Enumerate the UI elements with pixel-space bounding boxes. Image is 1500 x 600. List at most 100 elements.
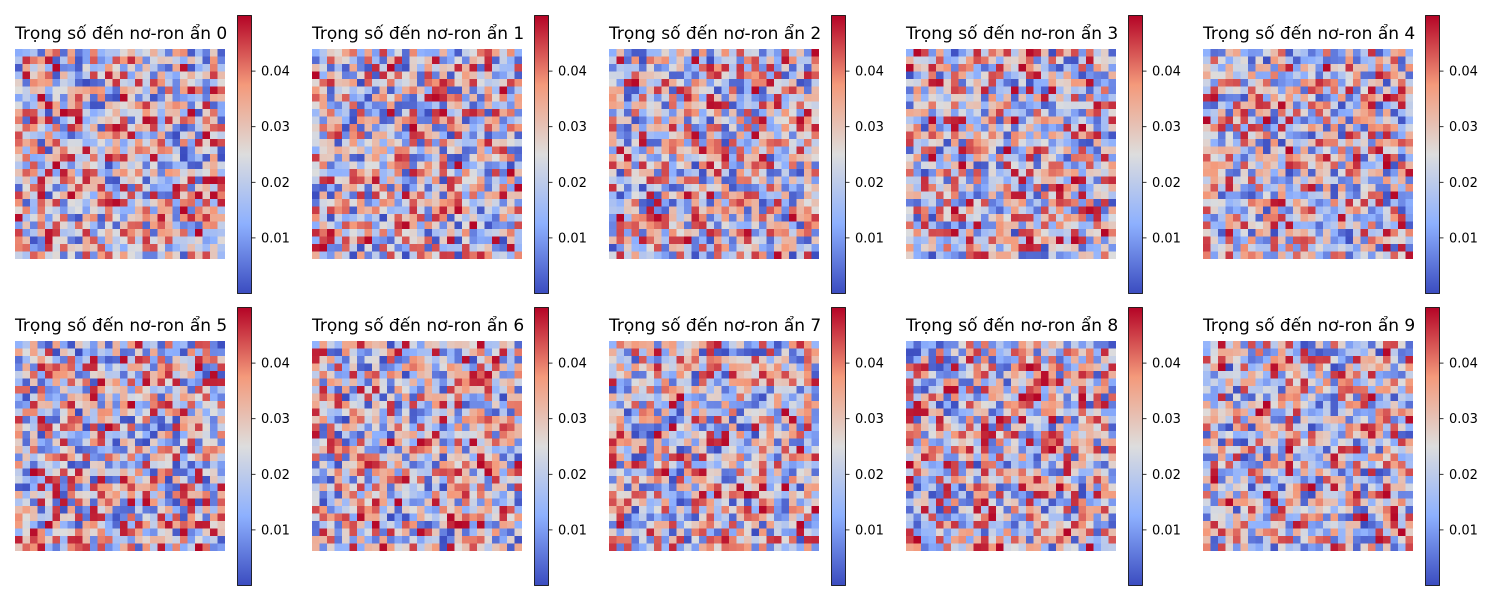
- heatmap-cell: [127, 348, 136, 357]
- heatmap-cell: [699, 191, 707, 200]
- heatmap-cell: [1375, 94, 1384, 102]
- heatmap-cell: [1048, 131, 1057, 140]
- heatmap-cell: [469, 229, 478, 237]
- heatmap-cell: [75, 453, 83, 462]
- heatmap-cell: [1375, 49, 1384, 57]
- heatmap-cell: [913, 109, 922, 117]
- heatmap-cell: [402, 101, 410, 110]
- heatmap-cell: [1071, 206, 1079, 215]
- heatmap-cell: [1293, 124, 1301, 132]
- heatmap-cell: [45, 386, 53, 394]
- heatmap-cell: [1368, 116, 1376, 125]
- heatmap-cell: [364, 341, 373, 349]
- heatmap-cell: [357, 206, 365, 215]
- heatmap-cell: [30, 536, 38, 544]
- heatmap-cell: [342, 56, 350, 65]
- heatmap-cell: [82, 371, 91, 379]
- heatmap-cell: [1308, 86, 1316, 95]
- heatmap-cell: [75, 401, 83, 409]
- heatmap-panel-3: Trọng số đến nơ-ron ẩn 3 0.01 0.02 0.03 0.04: [906, 15, 1203, 307]
- heatmap-cell: [1270, 214, 1279, 222]
- heatmap-cell: [691, 191, 700, 200]
- heatmap-cell: [1248, 71, 1256, 80]
- heatmap-cell: [75, 64, 83, 72]
- heatmap-cell: [654, 184, 662, 192]
- heatmap-cell: [394, 206, 403, 215]
- heatmap-cell: [936, 124, 944, 132]
- heatmap-cell: [1033, 229, 1042, 237]
- heatmap-cell: [684, 116, 692, 125]
- heatmap-cell: [60, 161, 68, 170]
- heatmap-cell: [22, 483, 31, 492]
- heatmap-cell: [646, 131, 655, 140]
- heatmap-cell: [202, 341, 211, 349]
- heatmap-cell: [1086, 184, 1094, 192]
- heatmap-cell: [1218, 214, 1226, 222]
- heatmap-cell: [661, 116, 670, 125]
- heatmap-cell: [45, 161, 53, 170]
- heatmap-cell: [774, 184, 782, 192]
- heatmap-cell: [1345, 64, 1354, 72]
- heatmap-cell: [97, 453, 106, 462]
- heatmap-cell: [1063, 86, 1072, 95]
- heatmap-cell: [646, 161, 655, 170]
- heatmap-cell: [1308, 161, 1316, 170]
- heatmap-cell: [82, 468, 91, 477]
- heatmap-cell: [966, 229, 974, 237]
- heatmap-cell: [981, 131, 989, 140]
- heatmap-cell: [774, 229, 782, 237]
- heatmap-cell: [82, 56, 91, 65]
- heatmap-cell: [387, 393, 395, 402]
- heatmap-cell: [1240, 184, 1249, 192]
- heatmap-cell: [1390, 244, 1399, 252]
- heatmap-cell: [75, 124, 83, 132]
- heatmap-cell: [1360, 229, 1369, 237]
- heatmap-cell: [484, 378, 493, 387]
- heatmap-cell: [30, 521, 38, 529]
- heatmap-cell: [67, 131, 76, 140]
- heatmap-cell: [105, 56, 113, 65]
- heatmap-cell: [1338, 154, 1346, 162]
- heatmap-cell: [97, 446, 106, 454]
- heatmap-cell: [811, 49, 819, 57]
- heatmap-cell: [1293, 109, 1301, 117]
- heatmap-cell: [447, 184, 455, 192]
- heatmap-cell: [52, 341, 61, 349]
- heatmap-cell: [609, 139, 617, 147]
- heatmap-cell: [60, 191, 68, 200]
- heatmap-cell: [691, 124, 700, 132]
- heatmap-cell: [30, 476, 38, 484]
- heatmap-cell: [342, 64, 350, 72]
- heatmap-cell: [951, 236, 959, 245]
- heatmap-cell: [492, 101, 500, 110]
- heatmap-cell: [319, 139, 328, 147]
- heatmap-cell: [22, 49, 31, 57]
- heatmap-cell: [789, 71, 797, 80]
- heatmap-cell: [928, 94, 937, 102]
- heatmap-cell: [195, 513, 203, 522]
- heatmap-cell: [921, 49, 929, 57]
- heatmap-cell: [499, 386, 508, 394]
- heatmap-cell: [492, 221, 500, 230]
- heatmap-cell: [150, 154, 158, 162]
- colorbar-tick-label: 0.01: [558, 231, 587, 246]
- heatmap-cell: [112, 221, 121, 230]
- heatmap-cell: [202, 229, 211, 237]
- heatmap-cell: [135, 401, 143, 409]
- heatmap-cell: [1323, 49, 1331, 57]
- heatmap-cell: [409, 49, 418, 57]
- heatmap-cell: [75, 536, 83, 544]
- heatmap-cell: [691, 221, 700, 230]
- heatmap-cell: [417, 244, 425, 252]
- heatmap-cell: [684, 221, 692, 230]
- heatmap-cell: [112, 378, 121, 387]
- heatmap-cell: [187, 491, 196, 499]
- heatmap-cell: [210, 363, 218, 372]
- heatmap-cell: [1033, 86, 1042, 95]
- heatmap-cell: [951, 101, 959, 110]
- heatmap-cell: [1240, 244, 1249, 252]
- heatmap-cell: [165, 169, 173, 177]
- heatmap-cell: [312, 56, 320, 65]
- heatmap-cell: [67, 528, 76, 537]
- heatmap-cell: [1056, 161, 1064, 170]
